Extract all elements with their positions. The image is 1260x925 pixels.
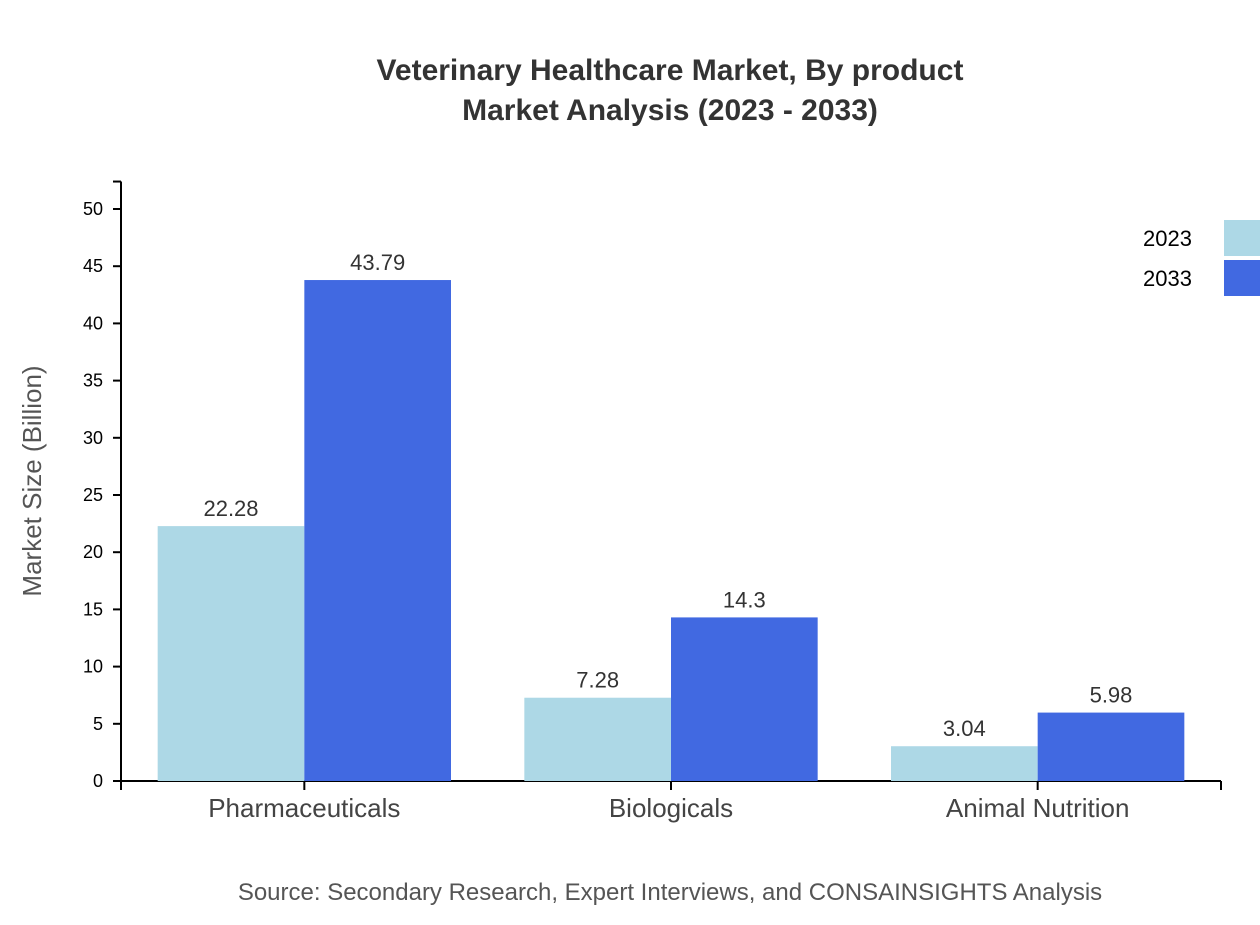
- legend-label: 2033: [1143, 266, 1192, 291]
- y-tick-label: 45: [83, 256, 103, 276]
- bar-2033: [671, 617, 818, 781]
- data-label: 14.3: [723, 587, 766, 612]
- x-tick-label: Animal Nutrition: [946, 793, 1130, 823]
- data-label: 5.98: [1090, 683, 1133, 708]
- y-axis-label: Market Size (Billion): [17, 365, 47, 596]
- y-tick-label: 15: [83, 599, 103, 619]
- bar-2033: [304, 280, 451, 781]
- y-tick-label: 5: [93, 714, 103, 734]
- bar-2033: [1037, 712, 1185, 781]
- y-tick-label: 50: [83, 199, 103, 219]
- legend-swatch-2023: [1224, 220, 1260, 256]
- source-note: Source: Secondary Research, Expert Inter…: [238, 879, 1102, 906]
- data-label: 7.28: [576, 668, 619, 693]
- bar-2023: [891, 746, 1038, 781]
- y-tick-label: 20: [83, 542, 103, 562]
- bar-2023: [157, 526, 305, 781]
- data-label: 3.04: [943, 716, 986, 741]
- y-tick-label: 25: [83, 485, 103, 505]
- chart-title: Veterinary Healthcare Market, By product: [377, 54, 964, 87]
- x-tick-label: Biologicals: [609, 793, 733, 823]
- bar-2023: [524, 697, 671, 781]
- legend-label: 2023: [1143, 226, 1192, 251]
- y-tick-label: 40: [83, 313, 103, 333]
- chart-subtitle: Market Analysis (2023 - 2033): [462, 94, 878, 127]
- x-tick-label: Pharmaceuticals: [208, 793, 400, 823]
- y-tick-label: 10: [83, 657, 103, 677]
- data-label: 22.28: [203, 496, 258, 521]
- y-tick-label: 35: [83, 371, 103, 391]
- y-tick-label: 0: [93, 771, 103, 791]
- legend-swatch-2033: [1224, 260, 1260, 296]
- y-tick-label: 30: [83, 428, 103, 448]
- data-label: 43.79: [350, 250, 405, 275]
